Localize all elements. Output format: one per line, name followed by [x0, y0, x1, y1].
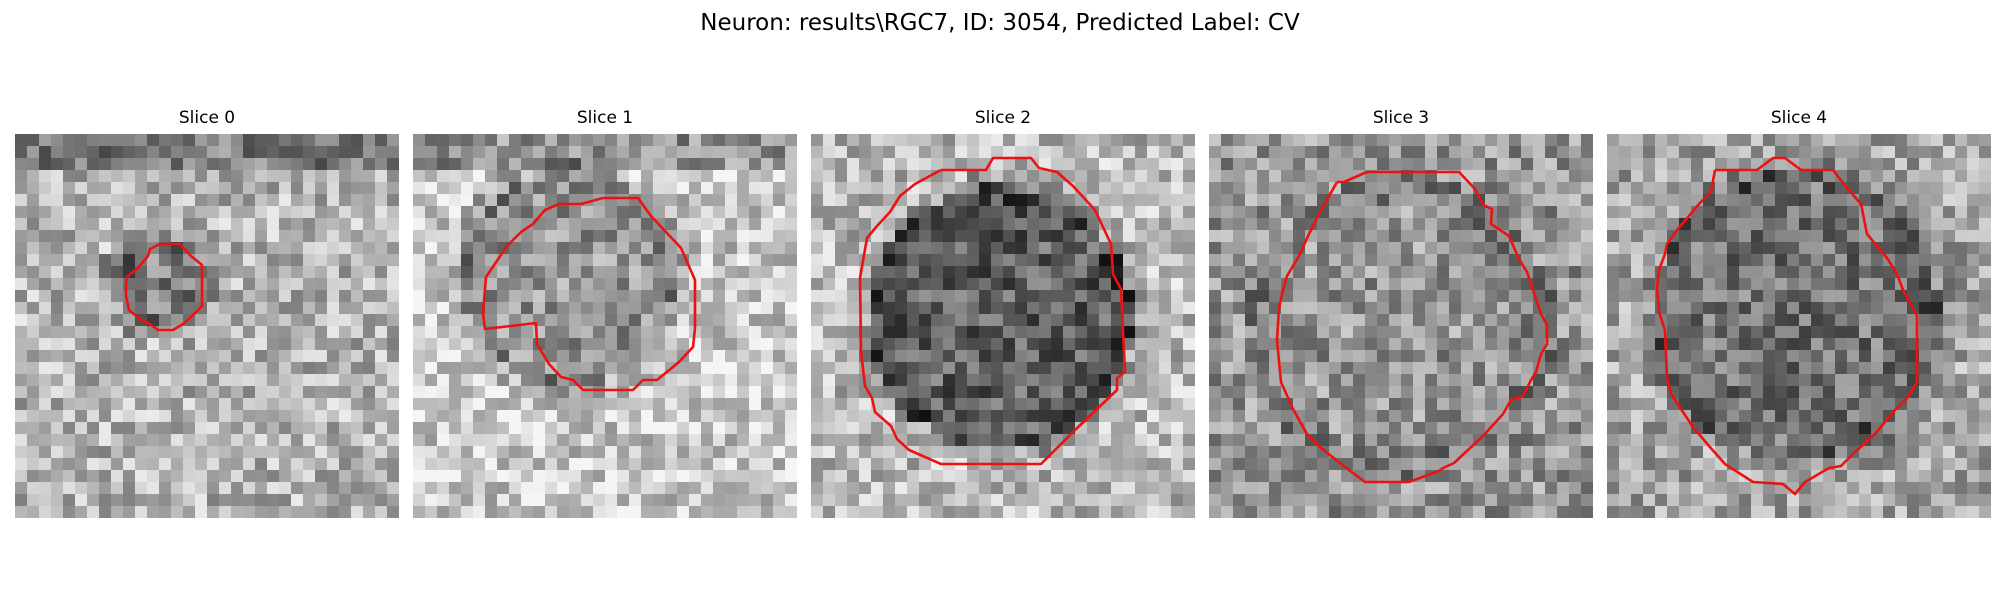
slice-image-4 — [1607, 134, 1991, 518]
slice-title-2: Slice 2 — [974, 108, 1032, 128]
figure-title: Neuron: results\RGC7, ID: 3054, Predicte… — [700, 10, 1300, 36]
slice-grayscale-image-0 — [15, 134, 399, 518]
contour-line-2 — [858, 156, 1127, 466]
slice-contour-2 — [858, 156, 1127, 466]
contour-line-0 — [124, 242, 204, 332]
slice-title-0: Slice 0 — [178, 108, 236, 128]
slice-panel-2: Slice 2 — [811, 107, 1195, 518]
slice-image-1 — [413, 134, 797, 518]
slice-panel-1: Slice 1 — [413, 107, 797, 518]
contour-line-1 — [481, 196, 697, 392]
contour-line-4 — [1655, 156, 1919, 496]
slice-title-1: Slice 1 — [576, 108, 634, 128]
slice-contour-4 — [1655, 156, 1919, 496]
slice-panel-0: Slice 0 — [15, 107, 399, 518]
slice-contour-3 — [1275, 170, 1549, 484]
slice-contour-1 — [481, 196, 697, 392]
slice-image-3 — [1209, 134, 1593, 518]
slice-grayscale-image-2 — [811, 134, 1195, 518]
slice-grayscale-image-4 — [1607, 134, 1991, 518]
contour-line-3 — [1275, 170, 1549, 484]
slice-panel-3: Slice 3 — [1209, 107, 1593, 518]
slice-image-2 — [811, 134, 1195, 518]
slice-title-3: Slice 3 — [1372, 108, 1430, 128]
slice-contour-0 — [124, 242, 204, 332]
slice-image-0 — [15, 134, 399, 518]
slice-panel-4: Slice 4 — [1607, 107, 1991, 518]
slice-grayscale-image-3 — [1209, 134, 1593, 518]
slice-title-4: Slice 4 — [1770, 108, 1828, 128]
